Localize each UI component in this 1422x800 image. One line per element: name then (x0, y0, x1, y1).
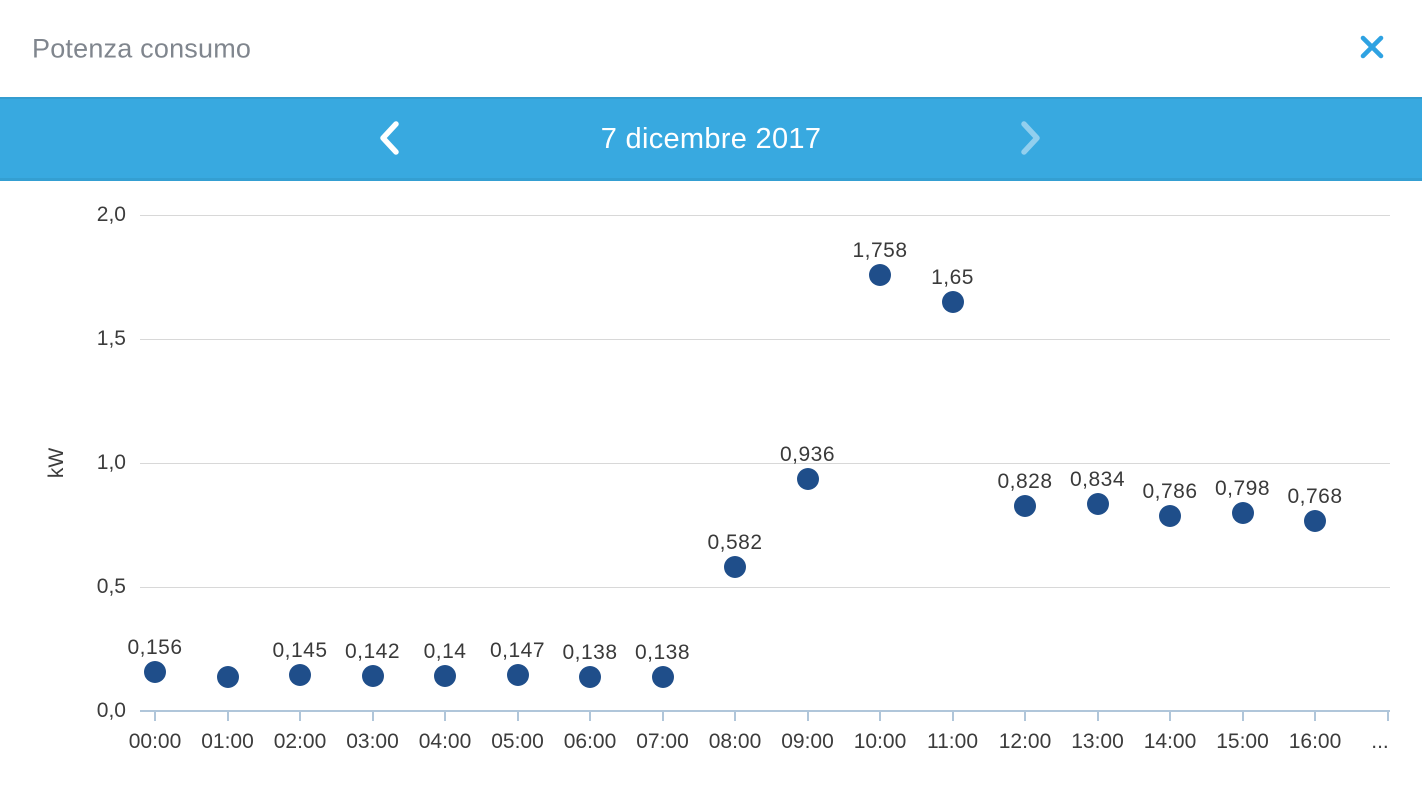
data-point[interactable] (579, 665, 601, 688)
x-axis-tick-label: 14:00 (1143, 730, 1197, 753)
data-point-label: 0,936 (779, 442, 836, 466)
x-axis-tick-label: 01:00 (201, 730, 254, 753)
x-axis-tick-label: 15:00 (1216, 730, 1269, 753)
x-axis-tick (1241, 712, 1244, 721)
gridline (140, 215, 1390, 216)
y-axis-tick-label: 1,0 (96, 451, 126, 474)
data-point-label: 0,582 (707, 530, 763, 554)
data-point-label: 0,156 (127, 636, 183, 660)
x-axis-tick-label: 03:00 (346, 730, 399, 753)
data-point[interactable] (1086, 493, 1109, 516)
x-axis-tick (806, 712, 809, 721)
x-axis-tick-label: 02:00 (273, 730, 327, 753)
chevron-left-icon (372, 118, 408, 161)
x-axis-tick (444, 712, 446, 721)
x-axis-tick-label: 06:00 (563, 730, 617, 753)
data-point[interactable] (434, 665, 456, 688)
gridline (140, 587, 1390, 588)
y-axis-title: kW (45, 447, 69, 479)
x-axis-overflow-label: ... (1371, 730, 1389, 753)
data-point-label: 1,758 (852, 239, 908, 263)
data-point[interactable] (1159, 505, 1181, 528)
x-axis-tick-label: 05:00 (491, 730, 544, 753)
data-point-label: 0,786 (1142, 480, 1198, 504)
x-axis-tick-label: 00:00 (128, 730, 182, 753)
y-axis-tick-label: 0,5 (96, 575, 126, 598)
x-axis-tick (1096, 712, 1099, 721)
x-axis-tick-label: 04:00 (418, 730, 472, 753)
x-axis-line (140, 710, 1390, 712)
x-axis-tick-label: 16:00 (1288, 730, 1342, 753)
x-axis-tick (589, 712, 591, 721)
x-axis-tick (1024, 712, 1026, 721)
data-point[interactable] (216, 666, 239, 689)
x-axis-tick-label: 13:00 (1071, 730, 1124, 753)
power-consumption-chart: 0,0 0,5 1,0 1,5 2,0 kW 00:00 01:00 02:00 03:00 04:… (0, 181, 1422, 800)
current-date-label: 7 dicembre 2017 (600, 122, 822, 155)
data-point-label: 0,145 (272, 639, 328, 663)
next-day-button[interactable] (1006, 115, 1054, 163)
data-point[interactable] (869, 264, 891, 287)
x-axis-tick (371, 712, 374, 721)
close-icon (1356, 31, 1388, 66)
x-axis-tick-label: 12:00 (998, 730, 1052, 753)
data-point[interactable] (144, 661, 166, 684)
data-point[interactable] (1014, 494, 1036, 517)
x-axis-tick (516, 712, 519, 721)
gridline (140, 463, 1390, 464)
x-axis-tick (1314, 712, 1316, 721)
x-axis-tick-label: 07:00 (636, 730, 689, 753)
x-axis-tick (1169, 712, 1171, 721)
x-axis-tick (951, 712, 954, 721)
data-point-label: 0,138 (562, 640, 618, 664)
x-axis-tick-label: 08:00 (708, 730, 762, 753)
x-axis-tick (734, 712, 736, 721)
data-point[interactable] (724, 555, 746, 578)
data-point[interactable] (506, 663, 529, 686)
page-title: Potenza consumo (32, 33, 252, 63)
data-point-label: 0,142 (344, 639, 401, 663)
dialog-header: Potenza consumo (0, 0, 1422, 97)
x-axis-tick (154, 712, 156, 721)
data-point[interactable] (941, 290, 964, 313)
data-point-label: 0,138 (634, 640, 691, 664)
data-point-label: 0,834 (1069, 468, 1126, 492)
data-point-label: 0,768 (1287, 484, 1343, 508)
data-point[interactable] (361, 664, 384, 687)
y-axis-tick-label: 2,0 (96, 203, 126, 226)
data-point[interactable] (1304, 509, 1326, 532)
x-axis-tick (1387, 712, 1389, 721)
x-axis-tick (299, 712, 301, 721)
data-point[interactable] (289, 664, 311, 687)
chevron-right-icon (1012, 118, 1048, 161)
y-axis-tick-label: 0,0 (96, 699, 126, 722)
close-button[interactable] (1350, 27, 1394, 71)
data-point[interactable] (796, 467, 819, 490)
x-axis-tick-label: 11:00 (927, 730, 978, 753)
gridline (140, 339, 1390, 340)
data-point-label: 1,65 (931, 265, 974, 289)
prev-day-button[interactable] (366, 115, 414, 163)
x-axis-tick (661, 712, 664, 721)
data-point-label: 0,14 (423, 640, 467, 664)
x-axis-tick-label: 10:00 (853, 730, 907, 753)
date-nav-bar: 7 dicembre 2017 (0, 97, 1422, 181)
data-point[interactable] (651, 665, 674, 688)
data-point-label: 0,798 (1214, 477, 1271, 501)
x-axis-tick (879, 712, 881, 721)
data-point-label: 0,147 (489, 638, 546, 662)
data-point-label: 0,828 (997, 469, 1053, 493)
x-axis-tick (226, 712, 229, 721)
x-axis-tick-label: 09:00 (781, 730, 834, 753)
data-point[interactable] (1231, 502, 1254, 525)
y-axis-tick-label: 1,5 (96, 327, 126, 350)
